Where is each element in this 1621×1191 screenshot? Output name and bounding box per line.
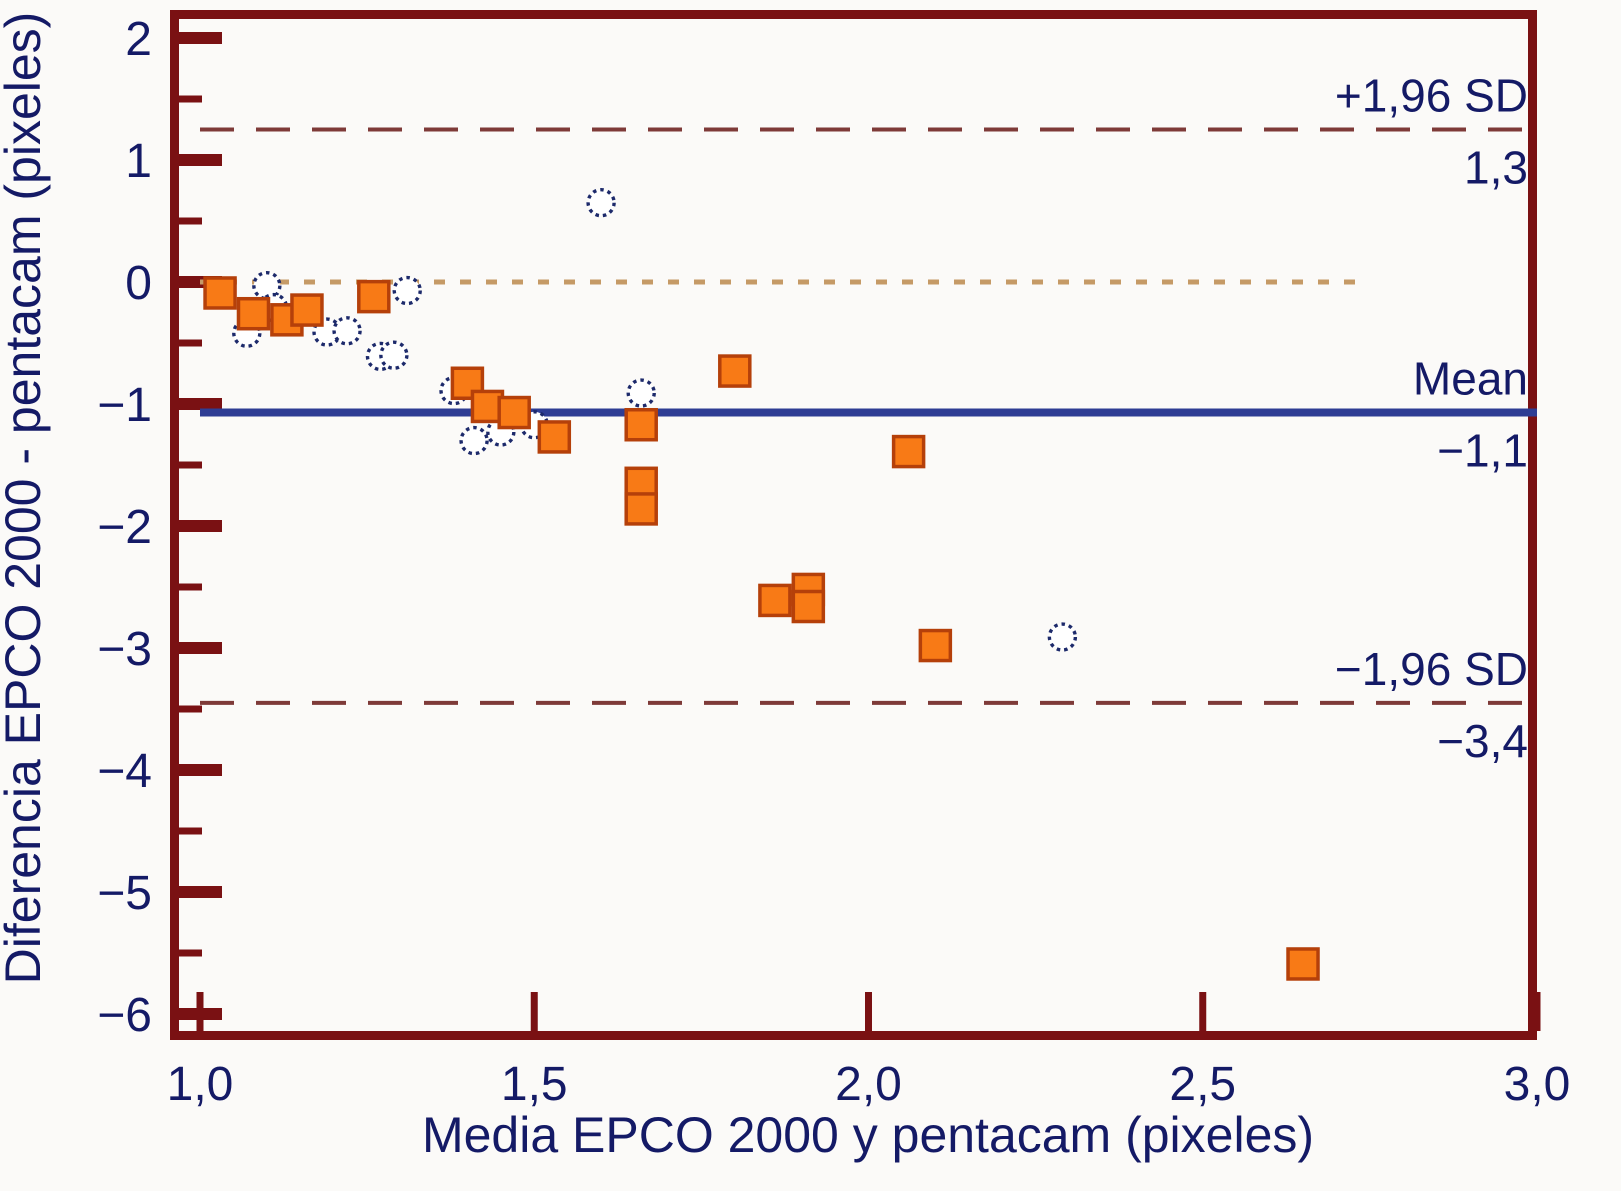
- y-tick-label: 1: [125, 135, 152, 188]
- data-point-circle: [1047, 622, 1078, 652]
- data-point-square: [1286, 947, 1320, 981]
- y-tick-label: −2: [97, 501, 152, 554]
- y-tick-label: 0: [125, 257, 152, 310]
- x-tick-label: 2,0: [835, 1058, 902, 1111]
- lower-loa-value-label: −3,4: [1437, 715, 1528, 767]
- upper-loa-value-label: 1,3: [1464, 142, 1528, 194]
- data-point-square: [718, 354, 752, 388]
- data-point-circle: [252, 270, 282, 301]
- y-tick-label: −4: [97, 745, 152, 798]
- data-point-square: [624, 407, 658, 442]
- plot-dynamic-layer: 2 1 0 −1 −2 −3 −4 −5 −6 1,0 1,5 2,0 2,5 3,0 +1,96 SD 1,…: [97, 10, 1571, 1111]
- x-tick-label: 3,0: [1504, 1058, 1571, 1111]
- mean-value-label: −1,1: [1437, 425, 1528, 477]
- data-point-square: [758, 583, 792, 618]
- data-point-circle: [392, 275, 422, 306]
- data-point-square: [290, 293, 324, 327]
- x-tick-label: 2,5: [1169, 1058, 1236, 1111]
- data-point-square: [357, 279, 391, 314]
- y-tick-label: −6: [97, 989, 152, 1042]
- y-axis-title: Diferencia EPCO 2000 - pentacam (pixeles…: [0, 12, 51, 985]
- y-tick-label: −3: [97, 623, 152, 676]
- data-point-square: [537, 420, 572, 454]
- y-tick-label: 2: [125, 13, 152, 66]
- data-point-square: [203, 276, 237, 310]
- data-point-square: [918, 628, 953, 663]
- x-axis-title: Media EPCO 2000 y pentacam (pixeles): [422, 1107, 1314, 1163]
- data-point-square: [624, 492, 658, 526]
- y-tick-label: −5: [97, 867, 152, 920]
- data-point-circle: [332, 316, 362, 346]
- mean-label: Mean: [1413, 353, 1528, 405]
- data-point-square: [236, 296, 271, 331]
- upper-loa-label: +1,96 SD: [1335, 70, 1528, 122]
- data-point-circle: [379, 340, 409, 370]
- x-tick-label: 1,5: [501, 1058, 568, 1111]
- y-tick-label: −1: [97, 379, 152, 432]
- data-point-square: [497, 395, 531, 430]
- plot-border: [170, 10, 1537, 1040]
- lower-loa-label: −1,96 SD: [1335, 643, 1528, 695]
- x-tick-label: 1,0: [167, 1058, 234, 1111]
- data-point-circle: [626, 378, 656, 408]
- data-point-square: [891, 434, 926, 469]
- data-point-circle: [459, 425, 489, 456]
- data-point-square: [791, 589, 826, 624]
- data-point-circle: [586, 187, 616, 218]
